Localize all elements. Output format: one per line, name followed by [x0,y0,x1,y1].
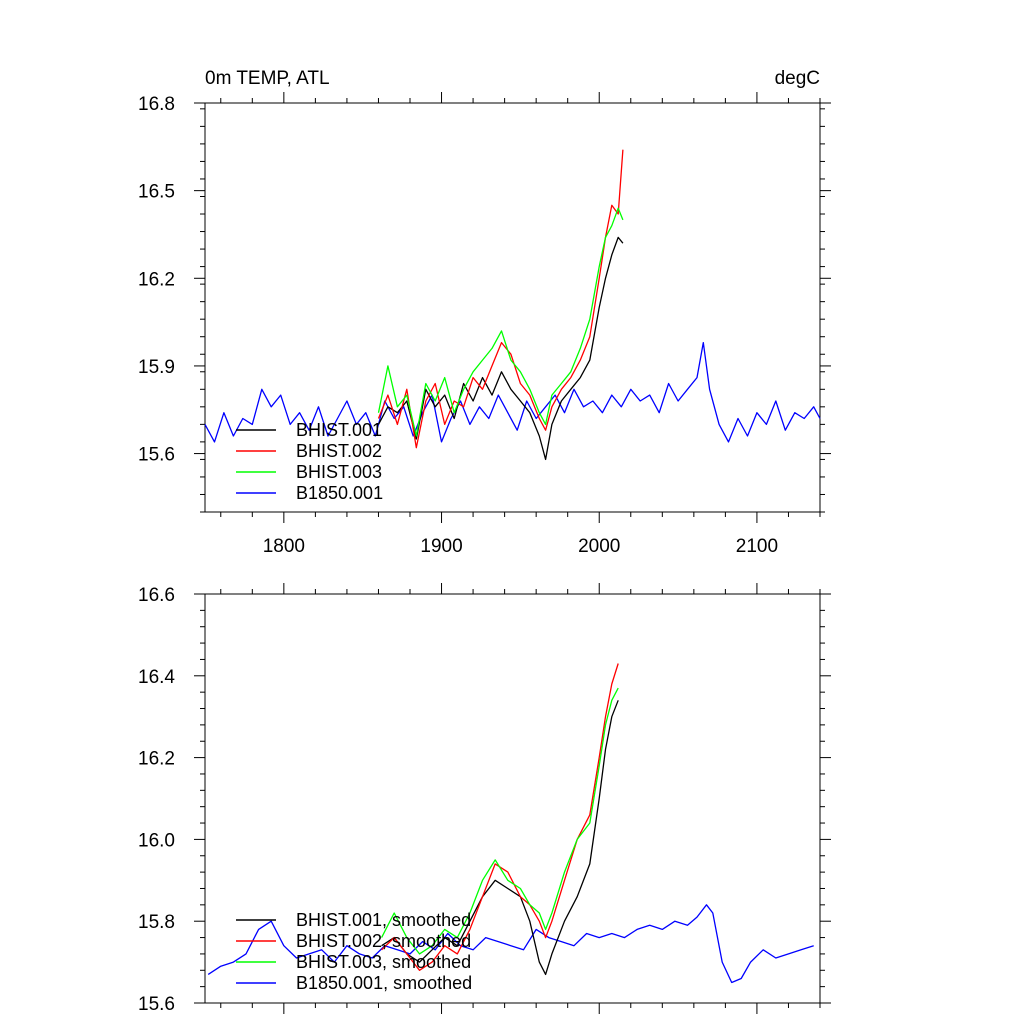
axis-ticks-top: 1800 1900 2000 2100 15.6 15.9 16.2 16.5 16.8 [138,92,831,557]
y-tick-label: 16.2 [138,749,175,770]
x-tick-label: 2100 [736,536,778,557]
bottom-panel: 15.6 15.8 16.0 16.2 16.4 16.6 BHIST.001, smoo… [138,583,831,1015]
y-tick-label: 16.4 [138,667,175,688]
legend-label: BHIST.001 [296,420,382,440]
units-label: degC [775,68,820,89]
series-group-top [204,149,821,461]
series-line-2 [377,207,624,437]
y-tick-label: 16.8 [138,94,175,115]
legend-label: BHIST.003 [296,462,382,482]
y-tick-label: 15.9 [138,357,175,378]
x-tick-label: 2000 [578,536,620,557]
legend-label: BHIST.003, smoothed [296,952,471,972]
y-tick-label: 15.6 [138,994,175,1015]
series-line-1 [381,663,619,971]
plot-frame-bottom [204,593,821,1004]
legend-label: BHIST.002, smoothed [296,931,471,951]
top-panel: 0m TEMP, ATL degC 1800 1900 2000 2100 15.6 15… [138,68,831,557]
y-tick-label: 16.0 [138,830,175,851]
x-tick-label: 1800 [263,536,305,557]
plot-frame-top [204,102,821,513]
x-tick-label: 1900 [420,536,462,557]
series-line-3 [207,904,814,984]
y-tick-label: 16.6 [138,585,175,606]
axis-ticks-bottom: 15.6 15.8 16.0 16.2 16.4 16.6 [138,583,831,1015]
legend-label: B1850.001 [296,483,383,503]
series-line-2 [381,687,619,955]
y-tick-label: 15.8 [138,912,175,933]
chart-title: 0m TEMP, ATL [205,68,330,89]
y-tick-label: 16.5 [138,182,175,203]
series-line-0 [377,236,624,461]
series-line-3 [204,341,821,443]
legend-label: BHIST.002 [296,441,382,461]
series-line-1 [377,149,624,449]
legend-label: BHIST.001, smoothed [296,910,471,930]
legend-label: B1850.001, smoothed [296,973,472,993]
series-group-bottom [207,663,814,984]
y-tick-label: 15.6 [138,445,175,466]
y-tick-label: 16.2 [138,269,175,290]
